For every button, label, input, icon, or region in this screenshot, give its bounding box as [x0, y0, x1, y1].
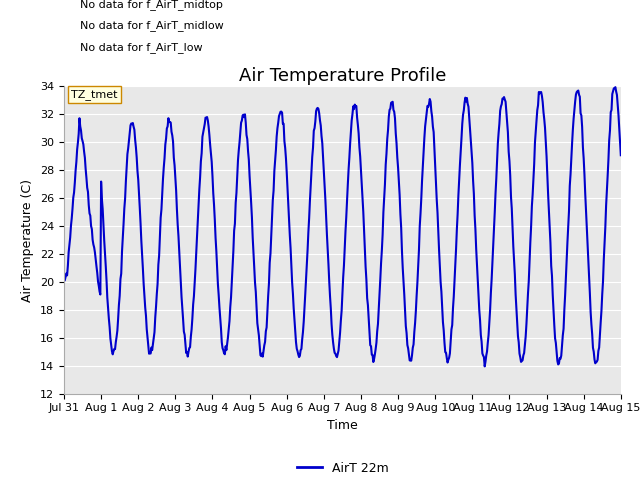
Text: No data for f_AirT_low: No data for f_AirT_low [80, 42, 203, 53]
Legend: AirT 22m: AirT 22m [292, 456, 393, 480]
Y-axis label: Air Temperature (C): Air Temperature (C) [22, 179, 35, 301]
Text: No data for f_AirT_midtop: No data for f_AirT_midtop [80, 0, 223, 10]
Text: No data for f_AirT_midlow: No data for f_AirT_midlow [80, 20, 224, 31]
X-axis label: Time: Time [327, 419, 358, 432]
Text: TZ_tmet: TZ_tmet [71, 89, 118, 100]
Title: Air Temperature Profile: Air Temperature Profile [239, 67, 446, 85]
